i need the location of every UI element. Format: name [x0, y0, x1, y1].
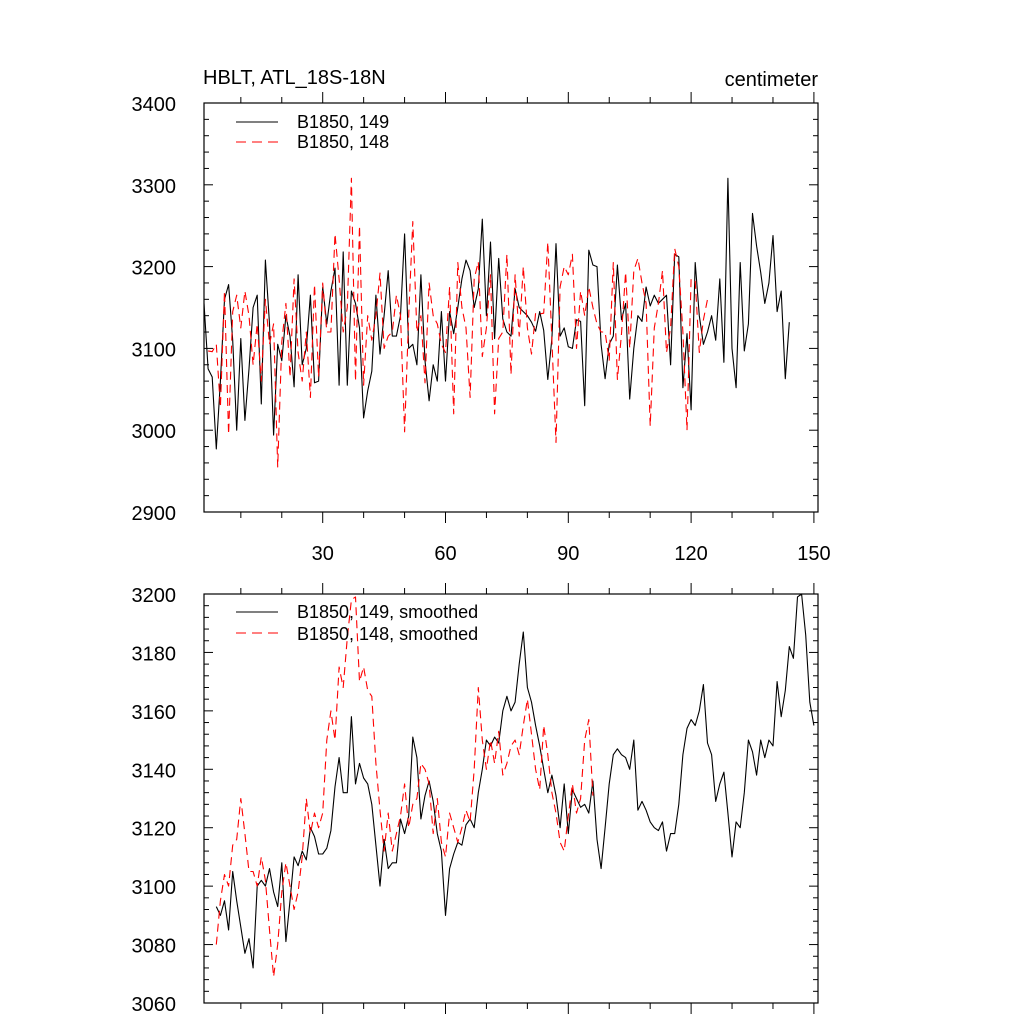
- bottom-series-line-149: [215, 593, 815, 969]
- legend-label-149-smoothed: B1850, 149, smoothed: [297, 602, 478, 622]
- top-xtick-label: 30: [312, 543, 334, 565]
- bottom-panel-series: [215, 593, 815, 978]
- bottom-ytick-label: 3160: [132, 702, 177, 724]
- legend-label-148-smoothed: B1850, 148, smoothed: [297, 624, 478, 644]
- top-ytick-label: 3400: [132, 94, 177, 116]
- legend-label-149: B1850, 149: [297, 112, 389, 132]
- top-xtick-label: 90: [557, 543, 579, 565]
- top-ytick-label: 3000: [132, 421, 177, 443]
- bottom-ytick-label: 3060: [132, 994, 177, 1016]
- top-panel-ticks: 2900 3000 3100 3200 3300 3400 30 60 90 120 150: [132, 92, 831, 565]
- bottom-ytick-label: 3140: [132, 760, 177, 782]
- top-ytick-label: 3200: [132, 258, 177, 280]
- top-panel-series: [203, 177, 790, 468]
- top-xtick-label: 120: [674, 543, 707, 565]
- top-xtick-label: 60: [434, 543, 456, 565]
- bottom-ytick-label: 3200: [132, 585, 177, 607]
- bottom-ytick-label: 3100: [132, 877, 177, 899]
- top-series-line-148: [207, 177, 709, 468]
- legend-label-148: B1850, 148: [297, 132, 389, 152]
- top-ytick-label: 3100: [132, 339, 177, 361]
- bottom-panel-legend: B1850, 149, smoothed B1850, 148, smoothe…: [236, 602, 478, 644]
- bottom-panel: 3060 3080 3100 3120 3140 3160 3180 3200 B1850, …: [132, 583, 819, 1016]
- bottom-ytick-label: 3180: [132, 643, 177, 665]
- top-ytick-label: 3300: [132, 176, 177, 198]
- top-panel-title: HBLT, ATL_18S-18N: [203, 67, 386, 89]
- bottom-panel-frame: [203, 593, 819, 1004]
- top-panel-frame: [203, 102, 819, 513]
- top-panel-units: centimeter: [725, 69, 819, 91]
- bottom-ytick-label: 3120: [132, 819, 177, 841]
- top-panel: HBLT, ATL_18S-18N centimeter 2900 3000 310…: [132, 67, 831, 565]
- top-series-line-149: [203, 177, 790, 450]
- top-ytick-label: 2900: [132, 503, 177, 525]
- bottom-panel-ticks: 3060 3080 3100 3120 3140 3160 3180 3200: [132, 583, 818, 1016]
- top-xtick-label: 150: [797, 543, 830, 565]
- bottom-ytick-label: 3080: [132, 936, 177, 958]
- bottom-series-line-148: [215, 596, 594, 978]
- top-panel-legend: B1850, 149 B1850, 148: [236, 112, 389, 152]
